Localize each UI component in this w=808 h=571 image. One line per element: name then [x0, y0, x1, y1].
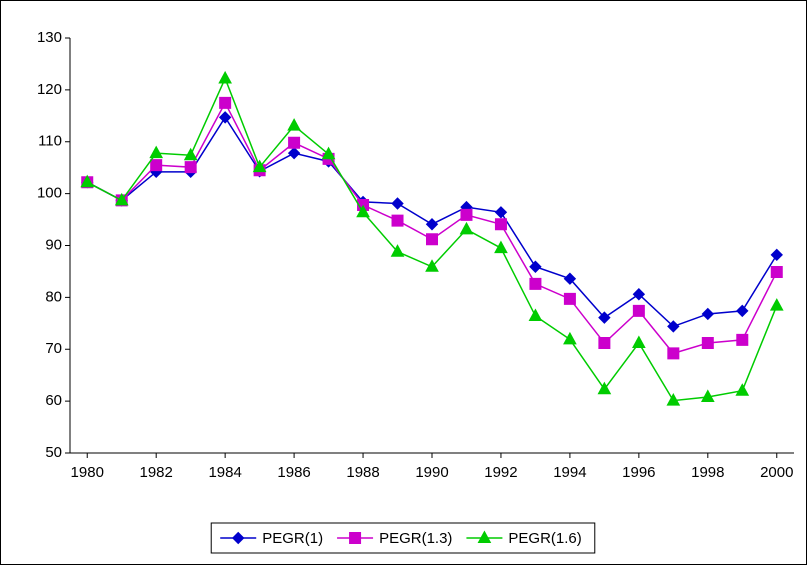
x-tick-label: 1988: [346, 464, 379, 481]
y-tick-label: 80: [45, 288, 62, 305]
marker: [632, 304, 645, 317]
marker: [770, 248, 783, 262]
marker: [252, 159, 267, 173]
marker: [232, 531, 245, 545]
legend: PEGR(1) PEGR(1.3) PEGR(1.6): [210, 522, 596, 554]
marker: [494, 218, 507, 231]
marker: [425, 218, 439, 231]
marker: [701, 337, 714, 350]
marker: [529, 277, 542, 290]
legend-label: PEGR(1): [262, 530, 323, 547]
x-tick-label: 2000: [760, 464, 793, 481]
marker: [287, 118, 301, 131]
y-tick-label: 120: [37, 81, 62, 98]
marker: [287, 146, 301, 160]
marker: [184, 161, 197, 174]
y-tick-label: 50: [45, 444, 62, 461]
marker: [149, 145, 164, 159]
y-tick-label: 110: [38, 133, 62, 150]
legend-label: PEGR(1.6): [508, 530, 581, 547]
marker: [632, 335, 646, 349]
x-tick-label: 1992: [484, 464, 517, 481]
marker: [632, 288, 646, 301]
marker: [736, 304, 749, 318]
marker: [769, 298, 784, 311]
x-tick-label: 1982: [140, 464, 173, 481]
marker: [80, 174, 95, 188]
x-tick-label: 1998: [691, 464, 724, 481]
y-tick-label: 130: [37, 29, 62, 46]
marker: [390, 244, 405, 257]
marker: [459, 221, 474, 235]
marker: [494, 240, 508, 254]
marker: [183, 147, 198, 161]
y-tick-label: 70: [45, 340, 62, 357]
marker: [391, 197, 404, 210]
marker: [529, 260, 542, 273]
marker: [288, 136, 301, 149]
x-tick-label: 1984: [208, 464, 241, 481]
marker: [598, 311, 611, 324]
x-tick-label: 1990: [415, 464, 448, 481]
marker: [598, 337, 611, 350]
marker: [218, 70, 232, 84]
x-tick-label: 1986: [277, 464, 310, 481]
marker: [597, 381, 612, 395]
marker: [667, 347, 680, 360]
marker: [219, 96, 232, 109]
marker: [700, 389, 715, 402]
marker: [667, 320, 680, 333]
marker: [701, 307, 715, 321]
marker: [563, 272, 577, 285]
marker: [736, 333, 749, 346]
marker: [356, 204, 370, 218]
marker: [563, 292, 576, 305]
marker: [666, 393, 681, 406]
marker: [150, 159, 163, 172]
x-tick-label: 1994: [553, 464, 586, 481]
marker: [349, 532, 362, 544]
marker: [770, 265, 783, 278]
x-tick-label: 1980: [71, 464, 104, 481]
marker: [735, 383, 750, 396]
marker: [114, 192, 129, 206]
marker: [321, 146, 336, 160]
marker: [477, 530, 492, 543]
marker: [426, 233, 438, 246]
x-tick-label: 1996: [622, 464, 655, 481]
marker: [528, 308, 543, 322]
marker: [425, 259, 439, 272]
legend-label: PEGR(1.3): [379, 530, 452, 547]
marker: [218, 111, 232, 124]
marker: [494, 206, 508, 219]
y-tick-label: 60: [45, 392, 62, 409]
marker: [460, 208, 473, 221]
marker: [563, 331, 577, 345]
marker: [391, 214, 404, 227]
y-tick-label: 100: [37, 185, 62, 202]
legend-box: [210, 522, 596, 554]
y-tick-label: 90: [45, 236, 62, 253]
